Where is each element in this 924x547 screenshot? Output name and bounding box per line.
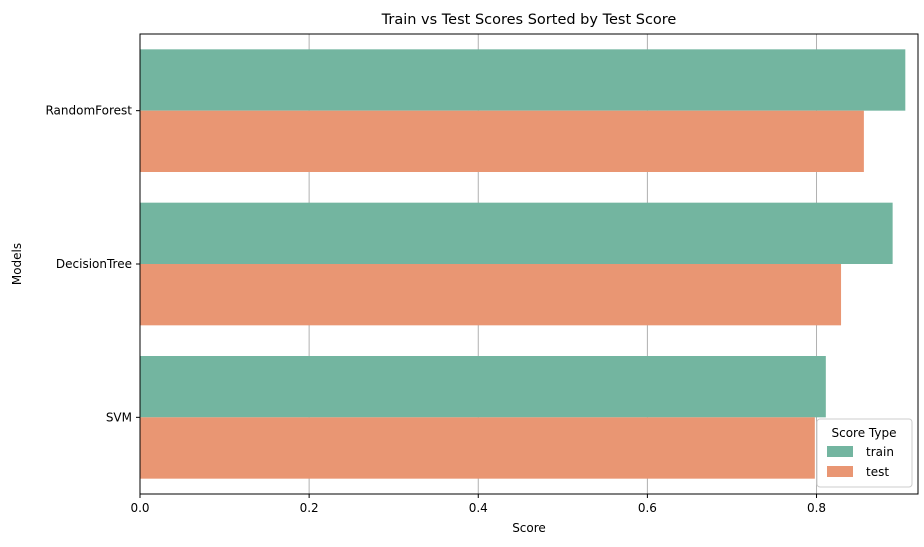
x-axis: 0.0 0.2 0.4 0.6 0.8 xyxy=(130,494,826,515)
legend-swatch-train xyxy=(827,446,853,457)
legend-title: Score Type xyxy=(832,426,897,440)
legend-label-train: train xyxy=(866,445,894,459)
bars xyxy=(140,49,905,478)
bar-train xyxy=(140,49,905,110)
x-tick-label: 0.2 xyxy=(300,501,319,515)
bar-train xyxy=(140,203,893,264)
x-tick-label: 0.6 xyxy=(638,501,657,515)
bar-test xyxy=(140,264,841,325)
bar-test xyxy=(140,417,815,478)
legend: Score Type train test xyxy=(817,419,912,487)
y-tick-label: RandomForest xyxy=(45,104,132,118)
x-tick-label: 0.8 xyxy=(807,501,826,515)
legend-swatch-test xyxy=(827,466,853,477)
chart-title: Train vs Test Scores Sorted by Test Scor… xyxy=(381,12,677,28)
y-tick-label: DecisionTree xyxy=(56,257,132,271)
y-axis-label: Models xyxy=(10,243,24,285)
y-tick-label: SVM xyxy=(106,410,132,424)
bar-test xyxy=(140,111,864,172)
x-tick-label: 0.0 xyxy=(130,501,149,515)
legend-label-test: test xyxy=(866,465,889,479)
y-axis: RandomForest DecisionTree SVM xyxy=(45,104,140,425)
bar-train xyxy=(140,356,826,417)
x-axis-label: Score xyxy=(512,521,546,535)
x-tick-label: 0.4 xyxy=(469,501,488,515)
